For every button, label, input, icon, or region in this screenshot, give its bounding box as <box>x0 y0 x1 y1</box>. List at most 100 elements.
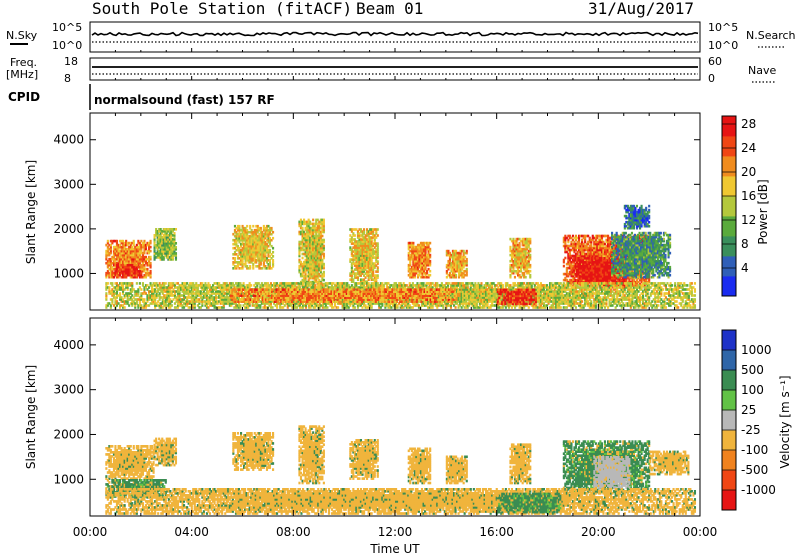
echo-cell <box>605 254 608 258</box>
echo-cell <box>111 241 114 245</box>
echo-cell <box>593 258 596 262</box>
echo-cell <box>322 272 325 276</box>
echo-cell <box>623 247 626 251</box>
echo-cell <box>126 253 129 257</box>
echo-cell <box>598 279 601 282</box>
echo-cell <box>252 234 255 238</box>
echo-cell <box>623 257 626 261</box>
echo-cell <box>375 248 378 251</box>
echo-cell <box>264 267 267 270</box>
echo-cell <box>255 238 258 242</box>
echo-cell <box>236 238 240 242</box>
echo-cell <box>309 230 312 234</box>
echo-cell <box>413 253 416 257</box>
echo-cell <box>364 258 367 261</box>
echo-cell <box>259 226 262 230</box>
echo-cell <box>652 261 655 265</box>
echo-cell <box>455 257 458 261</box>
echo-cell <box>597 246 600 250</box>
echo-cell <box>594 263 597 266</box>
echo-cell <box>316 226 319 230</box>
echo-cell <box>447 259 450 263</box>
echo-cell <box>510 263 514 267</box>
echo-cell <box>635 235 638 239</box>
echo-cell <box>253 238 256 242</box>
echo-cell <box>111 261 114 265</box>
echo-cell <box>249 242 252 246</box>
echo-cell <box>667 261 670 265</box>
echo-cell <box>372 228 375 231</box>
echo-cell <box>574 279 577 282</box>
echo-cell <box>638 267 641 271</box>
echo-cell <box>119 261 122 265</box>
nsearch-bottom-tick: 10^0 <box>708 39 738 52</box>
echo-cell <box>409 255 412 259</box>
echo-cell <box>319 244 322 248</box>
echo-cell <box>592 275 595 278</box>
echo-cell <box>602 242 605 246</box>
echo-cell <box>564 244 567 248</box>
echo-cell <box>307 250 310 254</box>
echo-cell <box>599 252 602 256</box>
echo-cell <box>611 269 614 273</box>
echo-cell <box>262 259 265 262</box>
echo-cell <box>661 263 664 267</box>
echo-cell <box>129 251 132 255</box>
echo-cell <box>518 245 521 249</box>
echo-cell <box>272 246 275 250</box>
echo-cell <box>321 230 324 234</box>
echo-cell <box>526 269 529 273</box>
echo-cell <box>366 228 369 231</box>
echo-cell <box>241 267 244 270</box>
echo-cell <box>509 269 512 273</box>
echo-cell <box>632 278 636 282</box>
echo-cell <box>366 254 369 257</box>
echo-cell <box>641 253 644 257</box>
echo-cell <box>424 261 427 265</box>
echo-cell <box>626 261 629 265</box>
echo-cell <box>607 252 610 256</box>
echo-cell <box>458 255 461 259</box>
echo-cell <box>171 244 174 247</box>
echo-cell <box>459 265 462 269</box>
echo-cell <box>159 228 162 231</box>
echo-cell <box>592 277 595 280</box>
echo-cell <box>424 265 427 269</box>
echo-cell <box>372 262 375 265</box>
echo-cell <box>309 246 312 250</box>
echo-cell <box>459 269 462 273</box>
echo-cell <box>513 241 517 245</box>
echo-cell <box>105 271 108 275</box>
echo-cell <box>313 242 316 246</box>
echo-cell <box>646 249 649 253</box>
echo-cell <box>577 257 580 260</box>
echo-cell <box>309 244 312 248</box>
echo-cell <box>623 241 626 245</box>
echo-cell <box>458 267 461 271</box>
echo-cell <box>252 265 255 268</box>
echo-cell <box>416 261 420 265</box>
echo-cell <box>128 265 131 269</box>
echo-cell <box>659 261 662 265</box>
echo-cell <box>312 254 315 258</box>
echo-cell <box>641 251 644 255</box>
echo-cell <box>623 265 626 269</box>
echo-cell <box>647 259 650 263</box>
echo-cell <box>243 257 246 260</box>
echo-cell <box>585 244 588 248</box>
echo-cell <box>451 267 455 271</box>
echo-cell <box>623 214 626 218</box>
echo-cell <box>423 261 426 265</box>
echo-cell <box>429 273 432 277</box>
echo-cell <box>655 259 658 263</box>
echo-cell <box>591 236 594 240</box>
echo-cell <box>450 275 453 279</box>
echo-cell <box>249 267 252 270</box>
echo-cell <box>123 263 126 267</box>
echo-cell <box>579 234 582 238</box>
echo-cell <box>313 226 316 230</box>
echo-cell <box>576 279 579 282</box>
echo-cell <box>410 245 413 249</box>
echo-cell <box>612 267 615 271</box>
echo-cell <box>650 255 653 259</box>
